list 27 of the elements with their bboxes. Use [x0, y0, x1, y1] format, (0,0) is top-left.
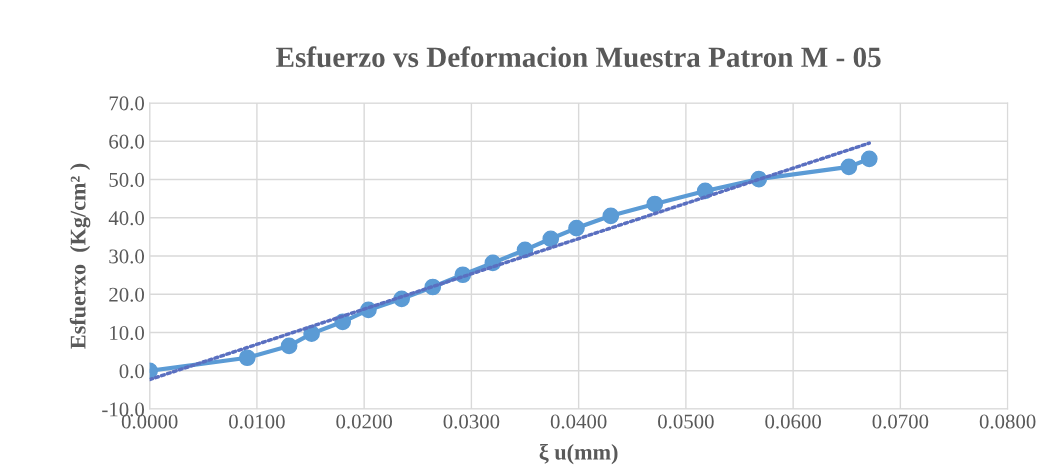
x-tick-label: 0.0700: [872, 414, 929, 429]
point: [542, 230, 560, 248]
x-tick-label: 0.0300: [443, 414, 500, 429]
y-tick-label: 40.0: [108, 211, 145, 226]
point: [646, 195, 664, 213]
y-tick-label: 0.0: [119, 364, 145, 379]
y-tick-label: 20.0: [109, 287, 145, 302]
point: [568, 219, 585, 237]
point: [860, 150, 878, 168]
x-tick-label: 0.0800: [979, 414, 1036, 429]
x-tick-label: 0.0400: [550, 414, 607, 429]
x-tick-label: 0.0200: [336, 414, 393, 429]
x-tick-label: 0.0600: [765, 414, 821, 429]
chart-title: Esfuerzo vs Deformacion Muestra Patron M - 05: [276, 46, 881, 68]
point: [280, 337, 298, 355]
x-tick-label: 0.0100: [229, 414, 285, 429]
y-axis-title: Esfuerxo (Kg/cm² ): [69, 163, 91, 349]
point: [602, 207, 620, 225]
x-axis-title: ξ u(mm): [539, 443, 618, 465]
point: [238, 349, 256, 367]
y-tick-label: 50.0: [109, 172, 145, 187]
point: [840, 158, 858, 176]
y-tick-label: 30.0: [109, 249, 145, 264]
y-tick-label: 60.0: [109, 134, 145, 149]
y-tick-label: 70.0: [109, 96, 145, 111]
y-tick-label: 10.0: [110, 325, 145, 341]
x-tick-label: 0.0500: [658, 414, 714, 429]
